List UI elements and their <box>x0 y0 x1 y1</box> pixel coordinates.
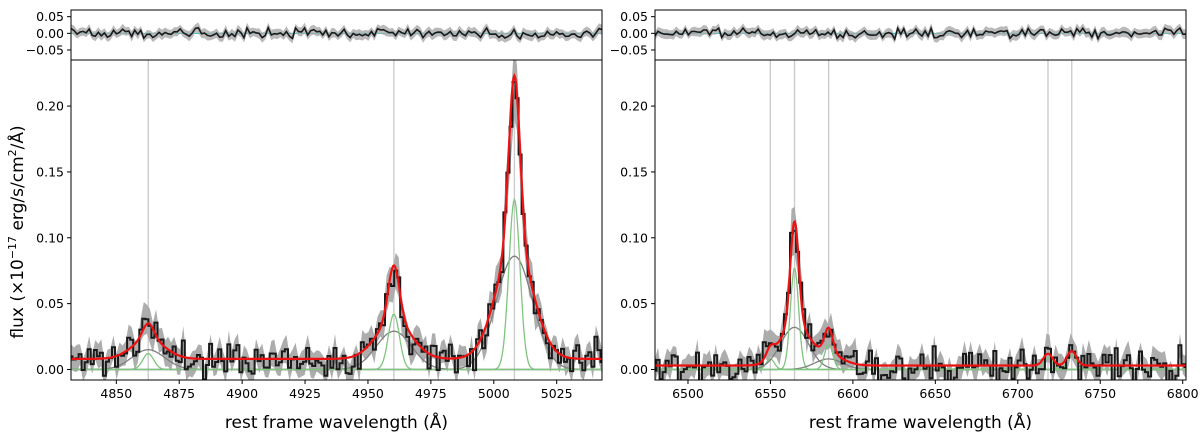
main-plot-area <box>655 60 1186 380</box>
x-tick-label: 4925 <box>289 386 321 401</box>
x-tick-label: 6550 <box>755 386 787 401</box>
x-tick-label: 4900 <box>226 386 258 401</box>
residual-y-tick-label: 0.00 <box>36 26 64 41</box>
residual-y-tick-label: 0.00 <box>620 26 648 41</box>
residual-y-tick-label: 0.05 <box>620 9 648 24</box>
y-tick-label: 0.20 <box>36 99 64 114</box>
main-frame <box>654 59 1187 381</box>
x-tick-label: 6800 <box>1167 386 1199 401</box>
residual-y-tick-label: −0.05 <box>610 43 648 58</box>
residual-y-tick-label: 0.05 <box>36 9 64 24</box>
x-tick-label: 4850 <box>100 386 132 401</box>
y-tick-label: 0.20 <box>620 99 648 114</box>
y-tick-label: 0.10 <box>36 230 64 245</box>
x-axis-label: rest frame wavelength (Å) <box>225 411 448 433</box>
y-tick-label: 0.15 <box>620 164 648 179</box>
x-tick-label: 5000 <box>478 386 510 401</box>
y-tick-label: 0.00 <box>620 362 648 377</box>
x-tick-label: 6650 <box>919 386 951 401</box>
left-panel: 4850 4875 4900 4925 4950 4975 5000 5025 0.00 0.05… <box>26 9 603 433</box>
x-tick-label: 4950 <box>352 386 384 401</box>
x-tick-label: 6500 <box>672 386 704 401</box>
model-fit <box>655 219 1186 367</box>
residual-error-band <box>655 23 1186 44</box>
residual-line <box>655 25 1186 42</box>
x-tick-label: 5025 <box>541 386 573 401</box>
x-tick-label: 6750 <box>1084 386 1116 401</box>
residual-plot-area <box>71 22 602 44</box>
y-tick-label: 0.05 <box>36 296 64 311</box>
main-frame <box>70 59 603 381</box>
main-plot-area <box>71 60 602 380</box>
right-panel: 6500 6550 6600 6650 6700 6750 6800 0.00 0.05 0.10… <box>610 9 1199 433</box>
x-tick-label: 4875 <box>163 386 195 401</box>
x-tick-label: 6700 <box>1002 386 1034 401</box>
model-fit <box>71 72 602 360</box>
data-spectrum <box>655 229 1186 380</box>
y-tick-label: 0.10 <box>620 230 648 245</box>
x-axis-label: rest frame wavelength (Å) <box>809 411 1032 433</box>
y-tick-label: 0.05 <box>620 296 648 311</box>
x-tick-label: 4975 <box>415 386 447 401</box>
y-axis-label: flux (×10−17 erg/s/cm2/Å) <box>6 125 28 338</box>
residual-y-tick-label: −0.05 <box>26 43 64 58</box>
y-tick-label: 0.15 <box>36 164 64 179</box>
x-tick-label: 6600 <box>837 386 869 401</box>
residual-plot-area <box>655 23 1186 44</box>
y-tick-label: 0.00 <box>36 362 64 377</box>
residual-error-band <box>71 22 602 44</box>
residual-line <box>71 25 602 41</box>
